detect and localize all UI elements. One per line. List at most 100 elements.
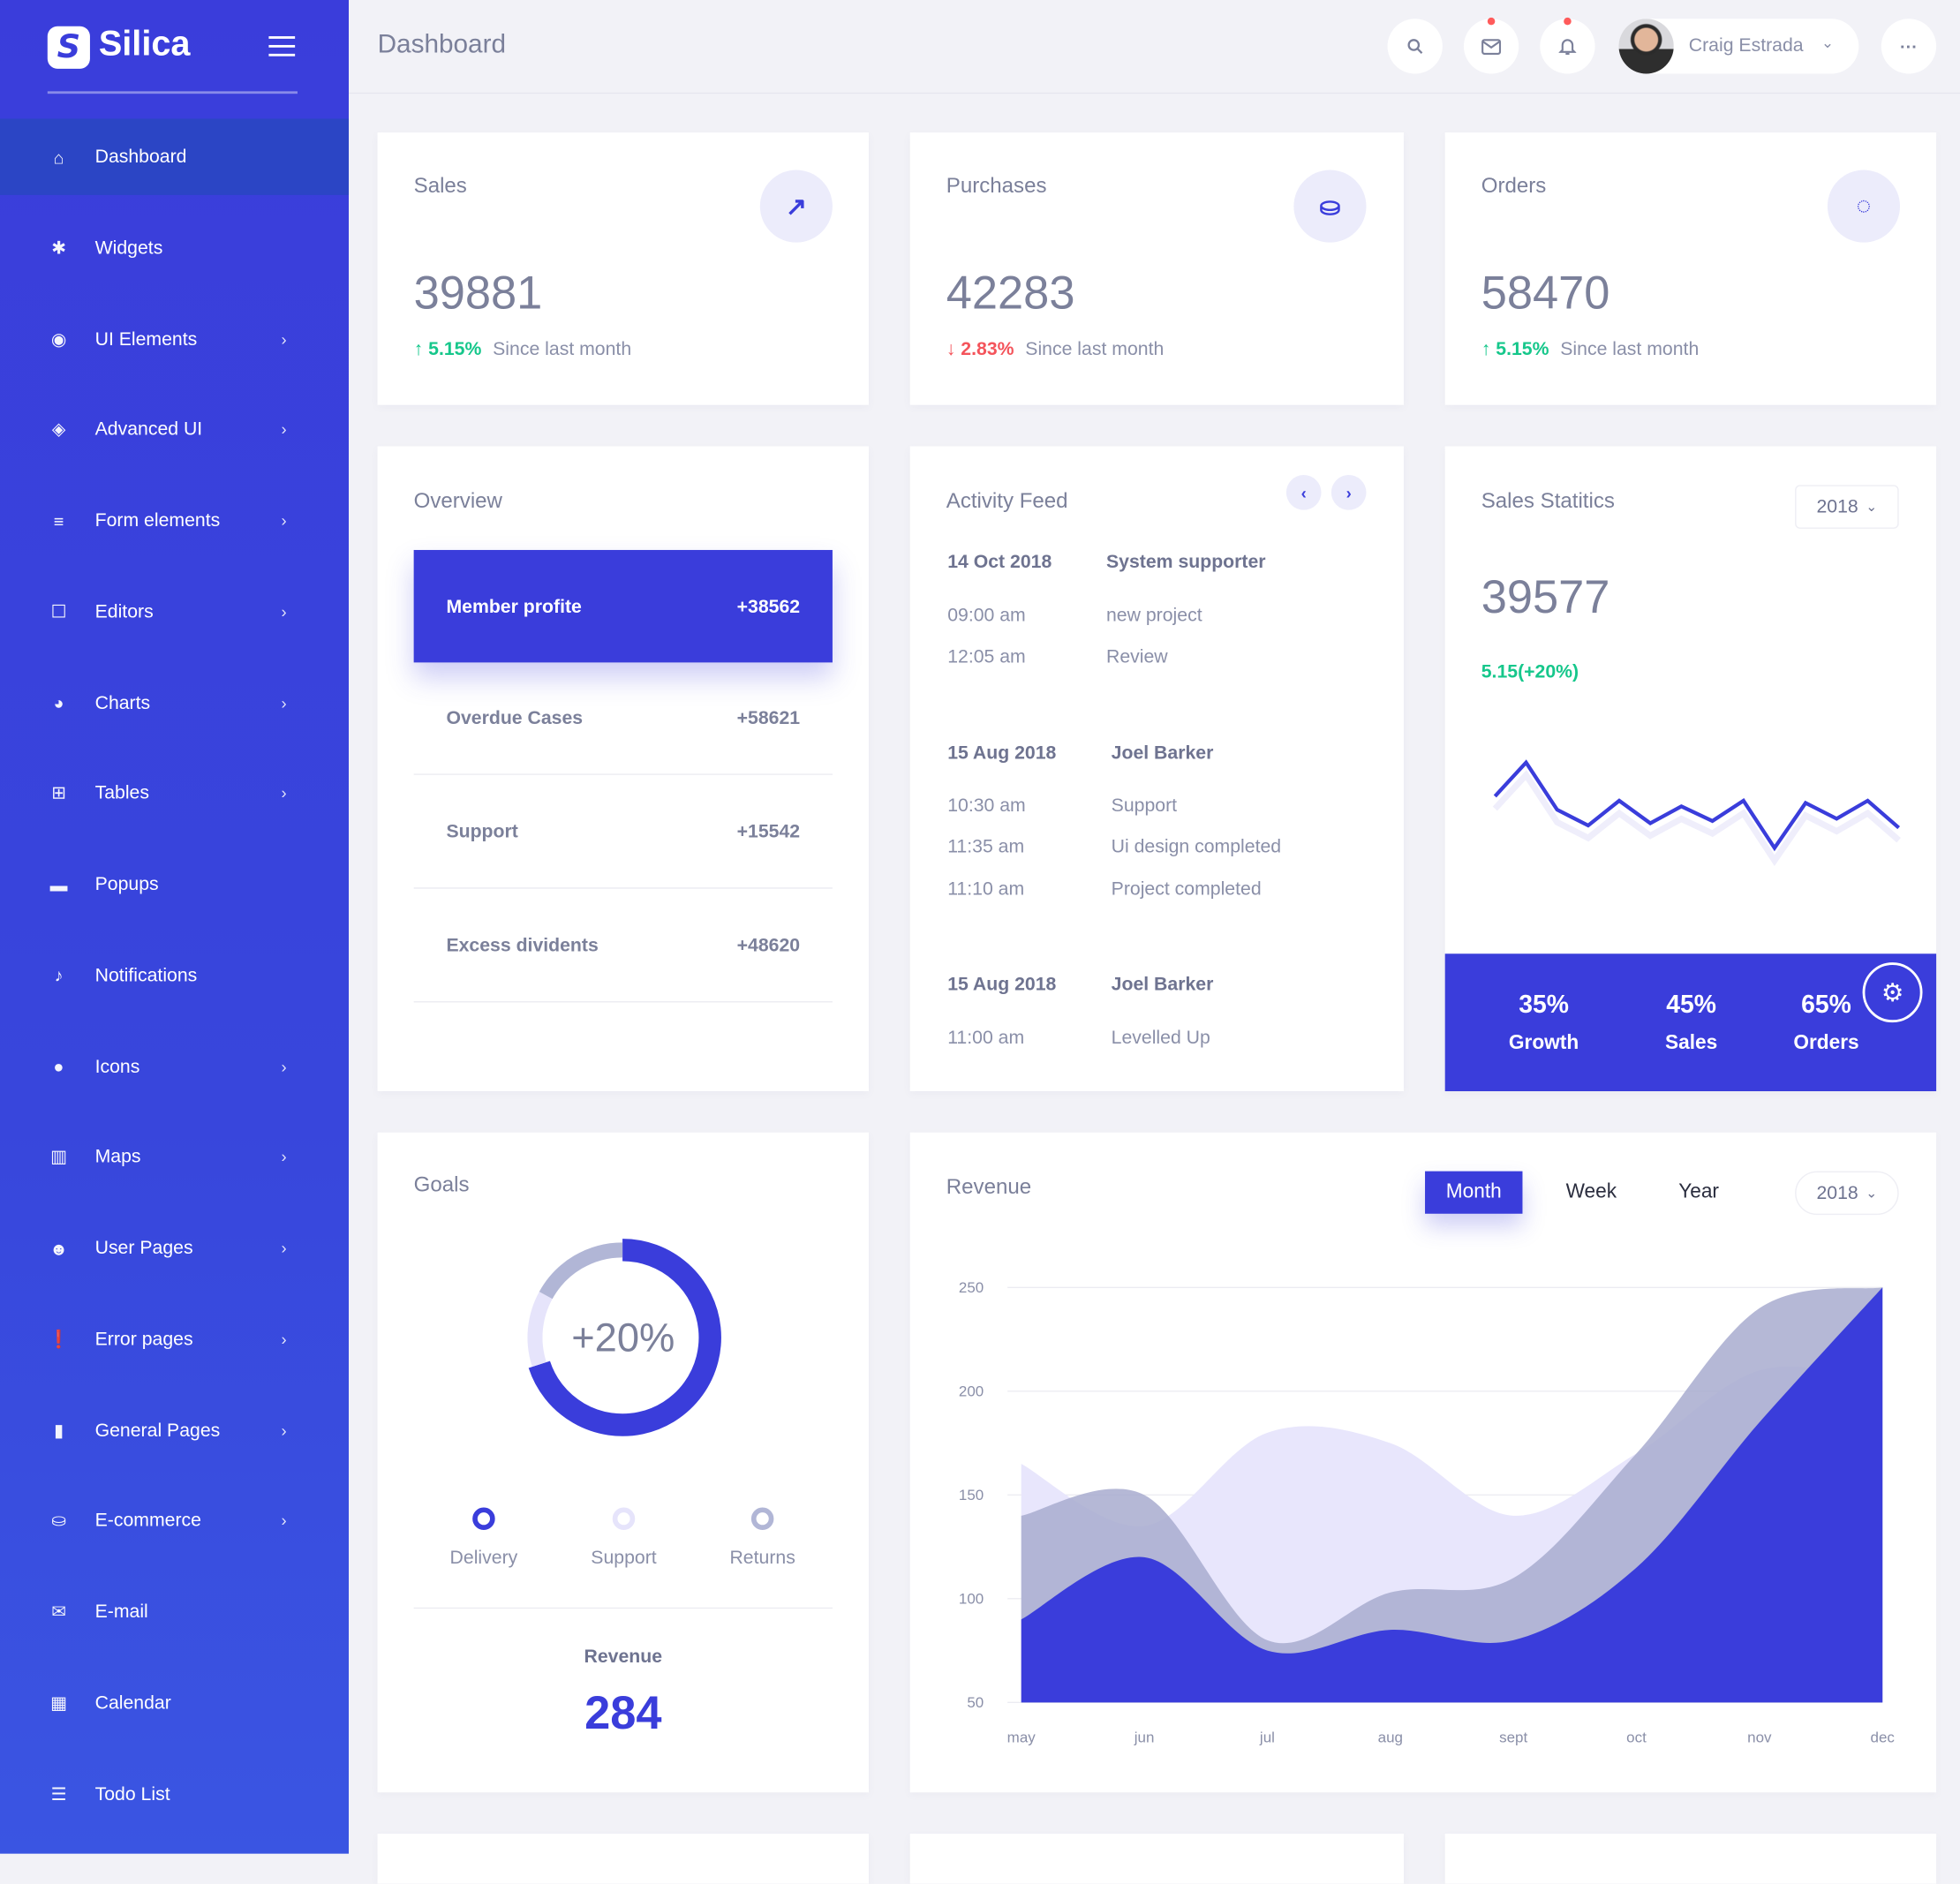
footer-stat-sales: 45% Sales bbox=[1635, 991, 1747, 1055]
sidebar-item-error-pages[interactable]: ❗ Error pages › bbox=[0, 1301, 349, 1377]
divider bbox=[413, 773, 833, 775]
user-menu[interactable]: Craig Estrada ⌄ bbox=[1618, 19, 1859, 74]
stat-value: 42283 bbox=[946, 267, 1075, 320]
sparkline-shadow bbox=[1492, 770, 1901, 866]
x-tick-label: may bbox=[1007, 1730, 1037, 1746]
sidebar-item-widgets[interactable]: ✱ Widgets bbox=[0, 210, 349, 286]
legend-marker bbox=[750, 1507, 774, 1530]
stat-value: 39577 bbox=[1481, 571, 1610, 623]
prev-button[interactable]: ‹ bbox=[1285, 475, 1322, 510]
year-select[interactable]: 2018 ⌄ bbox=[1795, 485, 1899, 529]
sidebar-item-tables[interactable]: ⊞ Tables › bbox=[0, 756, 349, 832]
menu-toggle-icon[interactable] bbox=[268, 36, 296, 57]
sales-sparkline bbox=[1492, 759, 1901, 866]
chevron-right-icon: › bbox=[281, 602, 287, 622]
chevron-right-icon: › bbox=[281, 784, 287, 803]
footer-stat-value: 35% bbox=[1519, 991, 1569, 1019]
chevron-right-icon: › bbox=[1346, 483, 1352, 502]
activity-time: 10:30 am bbox=[947, 795, 1026, 817]
more-button[interactable]: ··· bbox=[1881, 19, 1937, 74]
basket-icon: ⛀ bbox=[1293, 170, 1367, 243]
bell-icon: ♪ bbox=[54, 965, 64, 986]
grid-icon: ⊞ bbox=[51, 782, 66, 803]
sidebar-item-maps[interactable]: ▥ Maps › bbox=[0, 1119, 349, 1195]
sidebar: S Silica ⌂ Dashboard ✱ Widgets ◉ UI Elements ›… bbox=[0, 0, 350, 1854]
divider bbox=[413, 1001, 833, 1003]
activity-time: 11:10 am bbox=[947, 878, 1025, 901]
notifications-button[interactable] bbox=[1540, 17, 1595, 74]
arrow-up-icon: ↑ bbox=[1481, 338, 1496, 360]
compass-icon: ◉ bbox=[50, 328, 67, 349]
sales-footer: 35% Growth 45% Sales 65% Orders ⚙ bbox=[1444, 953, 1937, 1092]
row-label: Overdue Cases bbox=[446, 706, 584, 728]
card-title: Purchases bbox=[946, 173, 1047, 198]
divider bbox=[413, 887, 833, 889]
revenue-card: Revenue Month Week Year 2018 ⌄ 50 100 150 20… bbox=[909, 1132, 1937, 1793]
overview-row[interactable]: Excess dividents +48620 bbox=[414, 889, 833, 1001]
tab-month[interactable]: Month bbox=[1425, 1171, 1523, 1214]
search-button[interactable] bbox=[1387, 19, 1443, 74]
stat-note: Since last month bbox=[493, 338, 632, 360]
chevron-right-icon: › bbox=[281, 1057, 287, 1076]
refresh-icon: ◌ bbox=[1827, 170, 1901, 243]
sidebar-item-e-commerce[interactable]: ⛀ E-commerce › bbox=[0, 1483, 349, 1559]
sidebar-item-todo-list[interactable]: ☰ Todo List bbox=[0, 1756, 349, 1832]
sidebar-item-popups[interactable]: ▬ Popups bbox=[0, 847, 349, 923]
calendar-icon: ▦ bbox=[50, 1692, 67, 1713]
sidebar-item-calendar[interactable]: ▦ Calendar bbox=[0, 1665, 349, 1741]
activity-date: 15 Aug 2018 bbox=[947, 742, 1057, 765]
messages-button[interactable] bbox=[1463, 17, 1519, 74]
overview-row[interactable]: Member profite +38562 bbox=[413, 549, 833, 663]
x-tick-label: jun bbox=[1134, 1730, 1155, 1746]
mail-icon: ✉ bbox=[51, 1601, 66, 1622]
sidebar-item-advanced-ui[interactable]: ◈ Advanced UI › bbox=[0, 392, 349, 468]
sidebar-item-user-pages[interactable]: ☻ User Pages › bbox=[0, 1210, 349, 1286]
sidebar-item-label: Tables bbox=[94, 782, 149, 804]
stat-change: 5.15% bbox=[428, 338, 482, 360]
overview-row[interactable]: Overdue Cases +58621 bbox=[414, 661, 833, 773]
chevron-right-icon: › bbox=[281, 693, 287, 712]
overview-row[interactable]: Support +15542 bbox=[414, 775, 833, 887]
arrow-up-right-icon: ↗ bbox=[759, 170, 833, 243]
sidebar-item-label: Popups bbox=[94, 873, 159, 895]
sidebar-item-ui-elements[interactable]: ◉ UI Elements › bbox=[0, 301, 349, 377]
sidebar-item-icons[interactable]: ● Icons › bbox=[0, 1029, 349, 1104]
legend-label: Delivery bbox=[449, 1547, 518, 1569]
year-select[interactable]: 2018 ⌄ bbox=[1795, 1171, 1899, 1216]
sidebar-item-editors[interactable]: ☐ Editors › bbox=[0, 574, 349, 650]
row-value: +58621 bbox=[736, 706, 801, 728]
settings-button[interactable]: ⚙ bbox=[1862, 962, 1923, 1023]
activity-text: Project completed bbox=[1111, 878, 1262, 901]
sidebar-item-charts[interactable]: ◕ Charts › bbox=[0, 665, 349, 741]
stat-card-purchases: Purchases ⛀ 42283 ↓ 2.83% Since last month bbox=[909, 132, 1404, 405]
legend-marker bbox=[472, 1507, 495, 1530]
checklist-icon: ☰ bbox=[50, 1782, 67, 1804]
sidebar-item-label: Notifications bbox=[94, 964, 198, 986]
y-tick-label: 100 bbox=[959, 1590, 984, 1607]
arrow-down-icon: ↓ bbox=[946, 338, 961, 360]
sidebar-item-form-elements[interactable]: ≡ Form elements › bbox=[0, 483, 349, 559]
tab-week[interactable]: Week bbox=[1565, 1180, 1617, 1203]
card-title: Sales bbox=[413, 173, 467, 198]
sidebar-item-label: Error pages bbox=[94, 1328, 193, 1350]
card-partial bbox=[1444, 1834, 1937, 1884]
sidebar-item-notifications[interactable]: ♪ Notifications bbox=[0, 938, 349, 1014]
x-tick-label: nov bbox=[1747, 1730, 1772, 1746]
activity-text: Ui design completed bbox=[1111, 836, 1282, 858]
x-tick-label: jul bbox=[1259, 1730, 1275, 1746]
tab-year[interactable]: Year bbox=[1678, 1180, 1719, 1203]
basket-icon: ⛀ bbox=[51, 1510, 66, 1531]
logo-icon: S bbox=[47, 26, 90, 69]
sidebar-item-label: Todo List bbox=[94, 1782, 170, 1805]
sidebar-item-general-pages[interactable]: ▮ General Pages › bbox=[0, 1392, 349, 1468]
year-value: 2018 bbox=[1816, 496, 1858, 518]
row-value: +48620 bbox=[736, 934, 801, 956]
header-divider bbox=[349, 92, 1960, 94]
card-title: Orders bbox=[1481, 173, 1547, 198]
sidebar-item-e-mail[interactable]: ✉ E-mail bbox=[0, 1574, 349, 1650]
donut-center-label: +20% bbox=[571, 1315, 675, 1360]
next-button[interactable]: › bbox=[1331, 475, 1367, 510]
sidebar-item-dashboard[interactable]: ⌂ Dashboard bbox=[0, 118, 350, 195]
puzzle-icon: ✱ bbox=[51, 237, 66, 258]
